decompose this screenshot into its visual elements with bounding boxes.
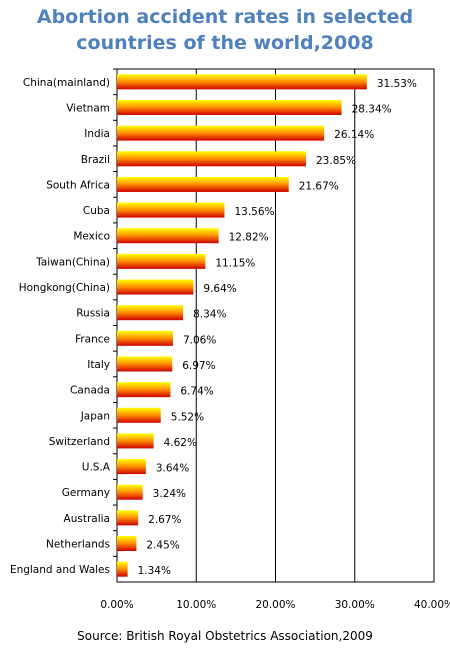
bar xyxy=(117,561,128,577)
category-label: Japan xyxy=(80,410,110,422)
x-tick-label: 30.00% xyxy=(335,599,375,611)
x-tick-label: 0.00% xyxy=(100,599,133,611)
data-label: 6.97% xyxy=(182,360,215,372)
category-label: Italy xyxy=(87,359,110,371)
bar xyxy=(117,202,225,218)
category-label: Vietnam xyxy=(66,102,110,114)
data-label: 28.34% xyxy=(352,103,392,115)
bar xyxy=(117,356,173,372)
category-label: U.S.A xyxy=(82,462,111,474)
category-label: Netherlands xyxy=(46,539,110,551)
data-label: 3.64% xyxy=(156,463,189,475)
bar xyxy=(117,253,206,269)
data-label: 7.06% xyxy=(183,334,216,346)
data-label: 26.14% xyxy=(334,129,374,141)
data-label: 2.67% xyxy=(148,514,181,526)
data-label: 11.15% xyxy=(215,257,255,269)
category-label: France xyxy=(75,333,110,345)
bar xyxy=(117,228,219,244)
category-label: Cuba xyxy=(83,205,110,217)
data-label: 8.34% xyxy=(193,309,226,321)
category-label: Brazil xyxy=(81,154,110,166)
data-label: 3.24% xyxy=(153,488,186,500)
bar xyxy=(117,176,289,192)
bar xyxy=(117,382,171,398)
data-label: 4.62% xyxy=(164,437,197,449)
bar xyxy=(117,536,137,552)
category-label: India xyxy=(84,128,110,140)
data-label: 23.85% xyxy=(316,155,356,167)
category-label: China(mainland) xyxy=(23,77,110,89)
bar xyxy=(117,407,161,423)
bar xyxy=(117,305,184,321)
chart-title: Abortion accident rates in selected coun… xyxy=(0,4,450,56)
data-label: 21.67% xyxy=(299,180,339,192)
category-label: Germany xyxy=(62,487,110,499)
category-label: Taiwan(China) xyxy=(35,256,110,268)
x-tick-label: 10.00% xyxy=(176,599,216,611)
bar xyxy=(117,99,342,115)
data-label: 12.82% xyxy=(229,232,269,244)
category-label: South Africa xyxy=(46,179,110,191)
bar xyxy=(117,151,307,167)
chart-title-line-2: countries of the world,2008 xyxy=(76,32,374,54)
bar xyxy=(117,279,194,295)
bar xyxy=(117,125,325,141)
bar xyxy=(117,74,367,90)
data-label: 1.34% xyxy=(138,565,171,577)
data-label: 5.52% xyxy=(171,411,204,423)
bar xyxy=(117,433,154,449)
category-label: Russia xyxy=(76,308,110,320)
data-label: 9.64% xyxy=(203,283,236,295)
category-label: Canada xyxy=(70,385,110,397)
data-label: 31.53% xyxy=(377,78,417,90)
bar xyxy=(117,484,143,500)
bar xyxy=(117,330,173,346)
bar xyxy=(117,459,146,475)
category-label: Australia xyxy=(64,513,110,525)
category-label: Mexico xyxy=(73,231,110,243)
bar xyxy=(117,510,139,526)
data-label: 2.45% xyxy=(146,540,179,552)
data-label: 13.56% xyxy=(234,206,274,218)
chart-title-line-1: Abortion accident rates in selected xyxy=(36,6,414,28)
category-label: Switzerland xyxy=(49,436,110,448)
data-label: 6.74% xyxy=(180,386,213,398)
source-note: Source: British Royal Obstetrics Associa… xyxy=(77,629,373,643)
x-tick-label: 40.00% xyxy=(414,599,450,611)
category-label: England and Wales xyxy=(10,564,110,576)
category-label: Hongkong(China) xyxy=(19,282,110,294)
x-tick-label: 20.00% xyxy=(255,599,295,611)
